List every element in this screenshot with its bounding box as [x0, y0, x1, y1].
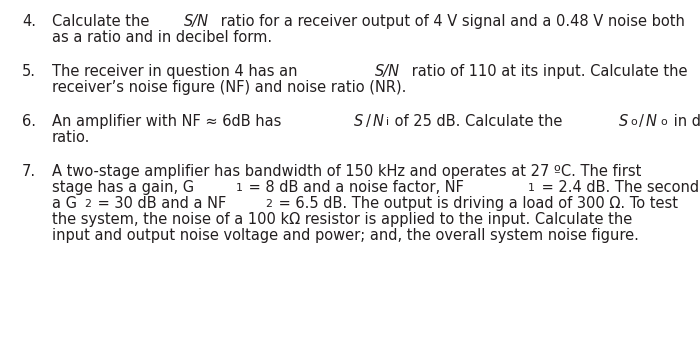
Text: the system, the noise of a 100 kΩ resistor is applied to the input. Calculate th: the system, the noise of a 100 kΩ resist… [52, 212, 632, 227]
Text: 2: 2 [84, 199, 91, 209]
Text: S: S [354, 114, 363, 129]
Text: S/N: S/N [183, 14, 209, 29]
Text: 5.: 5. [22, 64, 36, 79]
Text: = 6.5 dB. The output is driving a load of 300 Ω. To test: = 6.5 dB. The output is driving a load o… [274, 196, 678, 211]
Text: of 25 dB. Calculate the: of 25 dB. Calculate the [391, 114, 568, 129]
Text: o: o [631, 117, 638, 127]
Text: ratio of 110 at its input. Calculate the: ratio of 110 at its input. Calculate the [407, 64, 687, 79]
Text: S: S [619, 114, 628, 129]
Text: o: o [660, 117, 666, 127]
Text: An amplifier with NF ≈ 6dB has: An amplifier with NF ≈ 6dB has [52, 114, 286, 129]
Text: 1: 1 [528, 183, 535, 193]
Text: Calculate the: Calculate the [52, 14, 154, 29]
Text: ratio for a receiver output of 4 V signal and a 0.48 V noise both: ratio for a receiver output of 4 V signa… [216, 14, 685, 29]
Text: 6.: 6. [22, 114, 36, 129]
Text: S/N: S/N [374, 64, 400, 79]
Text: The receiver in question 4 has an: The receiver in question 4 has an [52, 64, 302, 79]
Text: input and output noise voltage and power; and, the overall system noise figure.: input and output noise voltage and power… [52, 228, 639, 243]
Text: stage has a gain, G: stage has a gain, G [52, 180, 194, 195]
Text: N: N [645, 114, 657, 129]
Text: 4.: 4. [22, 14, 36, 29]
Text: i: i [386, 117, 389, 127]
Text: 1: 1 [235, 183, 242, 193]
Text: a G: a G [52, 196, 77, 211]
Text: as a ratio and in decibel form.: as a ratio and in decibel form. [52, 30, 272, 45]
Text: = 2.4 dB. The second stage has: = 2.4 dB. The second stage has [537, 180, 700, 195]
Text: 2: 2 [265, 199, 272, 209]
Text: in dB and as a: in dB and as a [668, 114, 700, 129]
Text: /: / [639, 114, 644, 129]
Text: receiver’s noise figure (NF) and noise ratio (NR).: receiver’s noise figure (NF) and noise r… [52, 80, 407, 95]
Text: ratio.: ratio. [52, 130, 90, 145]
Text: /: / [366, 114, 371, 129]
Text: = 30 dB and a NF: = 30 dB and a NF [93, 196, 226, 211]
Text: N: N [372, 114, 383, 129]
Text: 7.: 7. [22, 164, 36, 179]
Text: A two-stage amplifier has bandwidth of 150 kHz and operates at 27 ºC. The first: A two-stage amplifier has bandwidth of 1… [52, 164, 641, 179]
Text: = 8 dB and a noise factor, NF: = 8 dB and a noise factor, NF [244, 180, 464, 195]
